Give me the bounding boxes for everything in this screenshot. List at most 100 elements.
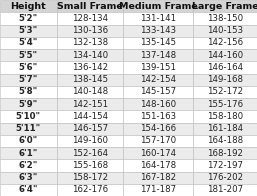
Text: 168-192: 168-192 <box>207 149 243 158</box>
Bar <box>0 0 57 12</box>
Bar <box>193 37 257 49</box>
Bar <box>193 98 257 110</box>
Text: 132-138: 132-138 <box>72 38 108 47</box>
Text: 138-150: 138-150 <box>207 14 243 23</box>
Text: 140-153: 140-153 <box>207 26 243 35</box>
Bar <box>123 122 193 135</box>
Text: 171-187: 171-187 <box>140 185 176 194</box>
Text: 164-188: 164-188 <box>207 136 243 145</box>
Text: Small Frame: Small Frame <box>57 2 123 11</box>
Bar <box>57 0 123 12</box>
Text: 149-168: 149-168 <box>207 75 243 84</box>
Bar <box>193 0 257 12</box>
Bar <box>0 74 57 86</box>
Bar <box>57 37 123 49</box>
Text: 131-141: 131-141 <box>140 14 176 23</box>
Bar <box>0 135 57 147</box>
Text: 144-154: 144-154 <box>72 112 108 121</box>
Text: 6'1": 6'1" <box>19 149 38 158</box>
Bar <box>123 172 193 184</box>
Bar <box>123 49 193 61</box>
Text: Height: Height <box>10 2 46 11</box>
Text: 142-154: 142-154 <box>140 75 176 84</box>
Text: 128-134: 128-134 <box>72 14 108 23</box>
Bar <box>57 122 123 135</box>
Bar <box>0 24 57 37</box>
Text: 167-182: 167-182 <box>140 173 176 182</box>
Bar <box>57 110 123 122</box>
Text: 149-160: 149-160 <box>72 136 108 145</box>
Bar <box>57 172 123 184</box>
Bar <box>57 98 123 110</box>
Bar <box>193 135 257 147</box>
Text: 140-148: 140-148 <box>72 87 108 96</box>
Text: 5'10": 5'10" <box>16 112 41 121</box>
Bar <box>123 12 193 24</box>
Text: 5'7": 5'7" <box>19 75 38 84</box>
Bar <box>57 24 123 37</box>
Bar <box>193 12 257 24</box>
Bar <box>0 184 57 196</box>
Bar <box>193 122 257 135</box>
Text: 5'4": 5'4" <box>19 38 38 47</box>
Bar <box>193 74 257 86</box>
Text: 158-172: 158-172 <box>72 173 108 182</box>
Bar <box>123 0 193 12</box>
Bar <box>0 110 57 122</box>
Bar <box>193 184 257 196</box>
Text: 154-166: 154-166 <box>140 124 176 133</box>
Bar <box>123 74 193 86</box>
Text: 142-151: 142-151 <box>72 100 108 109</box>
Bar <box>0 172 57 184</box>
Bar <box>193 86 257 98</box>
Text: 144-160: 144-160 <box>207 51 243 60</box>
Text: 5'5": 5'5" <box>19 51 38 60</box>
Bar <box>123 24 193 37</box>
Text: Medium Frame: Medium Frame <box>119 2 197 11</box>
Bar <box>57 159 123 172</box>
Text: 134-140: 134-140 <box>72 51 108 60</box>
Bar <box>123 135 193 147</box>
Text: 155-168: 155-168 <box>72 161 108 170</box>
Text: 5'2": 5'2" <box>19 14 38 23</box>
Text: 5'9": 5'9" <box>19 100 38 109</box>
Text: Large Frame: Large Frame <box>191 2 257 11</box>
Text: 181-207: 181-207 <box>207 185 243 194</box>
Text: 6'0": 6'0" <box>19 136 38 145</box>
Bar <box>0 98 57 110</box>
Text: 5'6": 5'6" <box>19 63 38 72</box>
Text: 157-170: 157-170 <box>140 136 176 145</box>
Text: 6'2": 6'2" <box>19 161 38 170</box>
Text: 160-174: 160-174 <box>140 149 176 158</box>
Bar <box>123 61 193 74</box>
Bar <box>123 184 193 196</box>
Bar <box>57 74 123 86</box>
Bar <box>193 61 257 74</box>
Bar <box>0 122 57 135</box>
Bar <box>123 98 193 110</box>
Text: 138-145: 138-145 <box>72 75 108 84</box>
Text: 135-145: 135-145 <box>140 38 176 47</box>
Text: 6'3": 6'3" <box>19 173 38 182</box>
Bar <box>57 12 123 24</box>
Bar <box>193 159 257 172</box>
Bar <box>0 159 57 172</box>
Text: 146-157: 146-157 <box>72 124 108 133</box>
Text: 5'8": 5'8" <box>19 87 38 96</box>
Bar <box>123 86 193 98</box>
Bar <box>57 147 123 159</box>
Bar <box>123 110 193 122</box>
Text: 133-143: 133-143 <box>140 26 176 35</box>
Bar <box>0 37 57 49</box>
Bar <box>57 184 123 196</box>
Bar <box>193 24 257 37</box>
Bar <box>123 159 193 172</box>
Text: 176-202: 176-202 <box>207 173 243 182</box>
Text: 151-163: 151-163 <box>140 112 176 121</box>
Bar <box>193 110 257 122</box>
Bar <box>0 147 57 159</box>
Bar <box>57 49 123 61</box>
Text: 136-142: 136-142 <box>72 63 108 72</box>
Text: 158-180: 158-180 <box>207 112 243 121</box>
Bar <box>193 172 257 184</box>
